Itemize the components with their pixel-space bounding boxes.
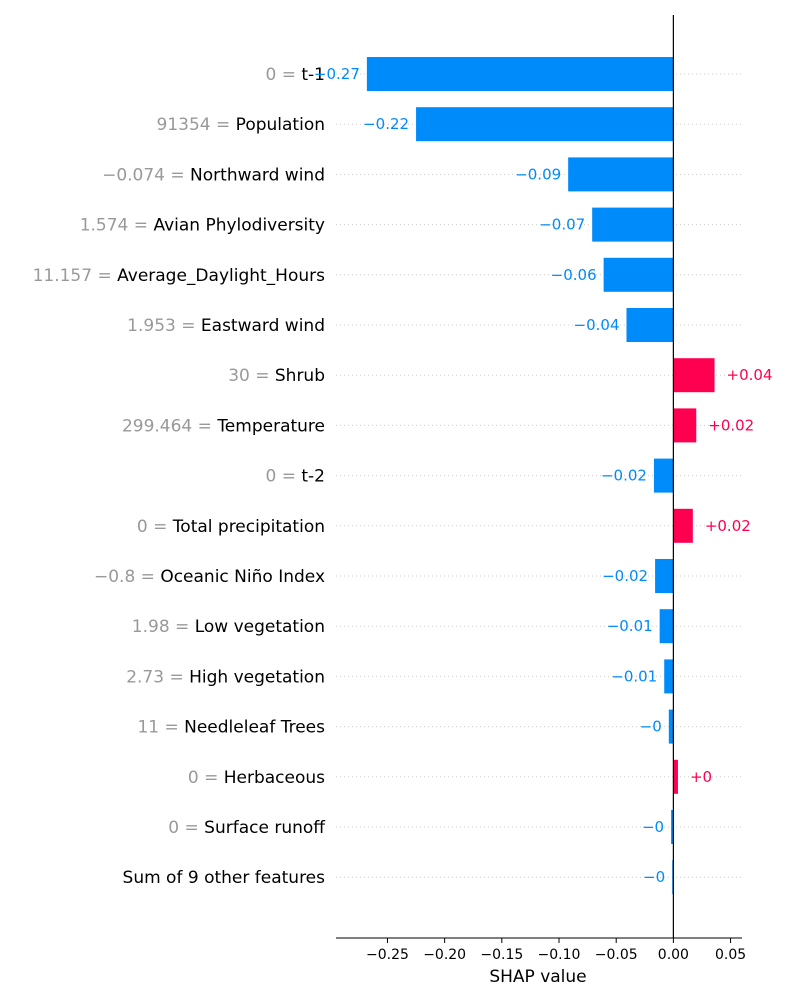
bar-11 (655, 559, 674, 593)
x-tick-label: 0.05 (715, 947, 746, 963)
feature-value: 2.73 = (126, 667, 189, 687)
feature-value: −0.8 = (94, 567, 160, 587)
bar-5 (603, 257, 674, 292)
x-tick-label: −0.15 (480, 947, 523, 963)
feature-label: 1.98 = Low vegetation (132, 617, 325, 637)
feature-name: Low vegetation (195, 617, 325, 637)
bar-9 (653, 458, 674, 493)
feature-label: 0 = t-2 (266, 467, 326, 487)
x-tick-label: −0.10 (538, 947, 581, 963)
feature-name: Herbaceous (224, 768, 325, 788)
x-axis: −0.25 −0.20 −0.15 −0.10 −0.05 0.00 0.05 (336, 937, 746, 963)
feature-value: 1.574 = (80, 216, 154, 236)
bar-6 (626, 308, 674, 342)
x-tick-label: −0.25 (366, 947, 409, 963)
feature-value: 299.464 = (122, 416, 217, 436)
feature-name: t-2 (301, 467, 325, 487)
feature-value: 91354 = (157, 115, 236, 135)
feature-label: 11 = Needleleaf Trees (137, 718, 325, 738)
bar-13 (664, 659, 674, 694)
feature-name: High vegetation (189, 667, 325, 687)
feature-value: 0 = (137, 517, 173, 537)
value-label: −0.27 (314, 65, 360, 83)
grid-lines (336, 73, 742, 878)
value-label: −0.02 (602, 567, 648, 585)
feature-value: 0 = (188, 768, 224, 788)
feature-label: 299.464 = Temperature (122, 416, 325, 436)
feature-value: 0 = (266, 467, 302, 487)
bar-8 (673, 408, 697, 443)
feature-name: Average_Daylight_Hours (117, 266, 325, 286)
bars (366, 57, 715, 895)
x-tick-label: −0.20 (423, 947, 466, 963)
feature-name: t-1 (301, 65, 325, 85)
feature-value: 1.98 = (132, 617, 195, 637)
value-label: −0.06 (551, 266, 597, 284)
feature-label: 0 = t-1 (266, 65, 326, 85)
feature-name: Surface runoff (204, 818, 326, 838)
feature-value: 11.157 = (33, 266, 118, 286)
feature-label: Sum of 9 other features (123, 868, 326, 888)
feature-label: 1.953 = Eastward wind (127, 316, 325, 336)
feature-name: Needleleaf Trees (184, 718, 325, 738)
feature-label: 11.157 = Average_Daylight_Hours (33, 266, 326, 286)
feature-name: Sum of 9 other features (123, 868, 326, 888)
value-label: +0.02 (708, 416, 754, 434)
feature-value: 11 = (137, 718, 184, 738)
bar-2 (416, 107, 674, 142)
value-label: −0.04 (574, 316, 620, 334)
feature-value: −0.074 = (102, 165, 190, 185)
feature-name: Avian Phylodiversity (153, 216, 325, 236)
feature-label: 2.73 = High vegetation (126, 667, 325, 687)
feature-value: 0 = (266, 65, 302, 85)
bar-12 (659, 609, 674, 644)
bar-14 (668, 709, 674, 744)
feature-name: Oceanic Niño Index (160, 567, 325, 587)
bar-1 (366, 57, 674, 91)
feature-name: Population (236, 115, 325, 135)
bar-16 (671, 810, 674, 844)
feature-value: 30 = (228, 366, 275, 386)
value-label: −0.01 (611, 667, 657, 685)
value-label: −0 (643, 868, 665, 886)
feature-label: 1.574 = Avian Phylodiversity (80, 216, 325, 236)
value-label: −0.09 (515, 165, 561, 183)
value-label: −0.02 (601, 467, 647, 485)
bar-10 (673, 508, 693, 543)
value-label: −0.07 (539, 216, 585, 234)
x-tick-label: 0.00 (658, 947, 689, 963)
feature-label: −0.074 = Northward wind (102, 165, 325, 185)
bar-15 (673, 759, 678, 794)
feature-label: 0 = Herbaceous (188, 768, 325, 788)
feature-label: 91354 = Population (157, 115, 325, 135)
value-label: −0 (640, 718, 662, 736)
feature-labels: 0 = t-1 91354 = Population −0.074 = Northw… (33, 65, 327, 888)
bar-4 (592, 207, 674, 242)
value-label: +0.04 (727, 366, 773, 384)
bar-3 (568, 157, 674, 192)
feature-name: Northward wind (190, 165, 325, 185)
value-label: +0.02 (705, 517, 751, 535)
feature-value: 1.953 = (127, 316, 201, 336)
feature-name: Total precipitation (172, 517, 325, 537)
feature-name: Temperature (216, 416, 325, 436)
feature-value: 0 = (168, 818, 204, 838)
feature-name: Eastward wind (201, 316, 325, 336)
value-labels: −0.27 −0.22 −0.09 −0.07 −0.06 −0.04 +0.04 +0.02… (314, 65, 773, 886)
feature-label: 0 = Surface runoff (168, 818, 326, 838)
feature-label: 30 = Shrub (228, 366, 325, 386)
value-label: −0.22 (363, 115, 409, 133)
x-tick-label: −0.05 (595, 947, 638, 963)
value-label: −0.01 (607, 617, 653, 635)
feature-name: Shrub (275, 366, 325, 386)
x-axis-label: SHAP value (489, 967, 586, 987)
value-label: +0 (690, 768, 712, 786)
feature-label: 0 = Total precipitation (137, 517, 325, 537)
value-label: −0 (642, 818, 664, 836)
bar-7 (673, 358, 715, 393)
feature-label: −0.8 = Oceanic Niño Index (94, 567, 325, 587)
